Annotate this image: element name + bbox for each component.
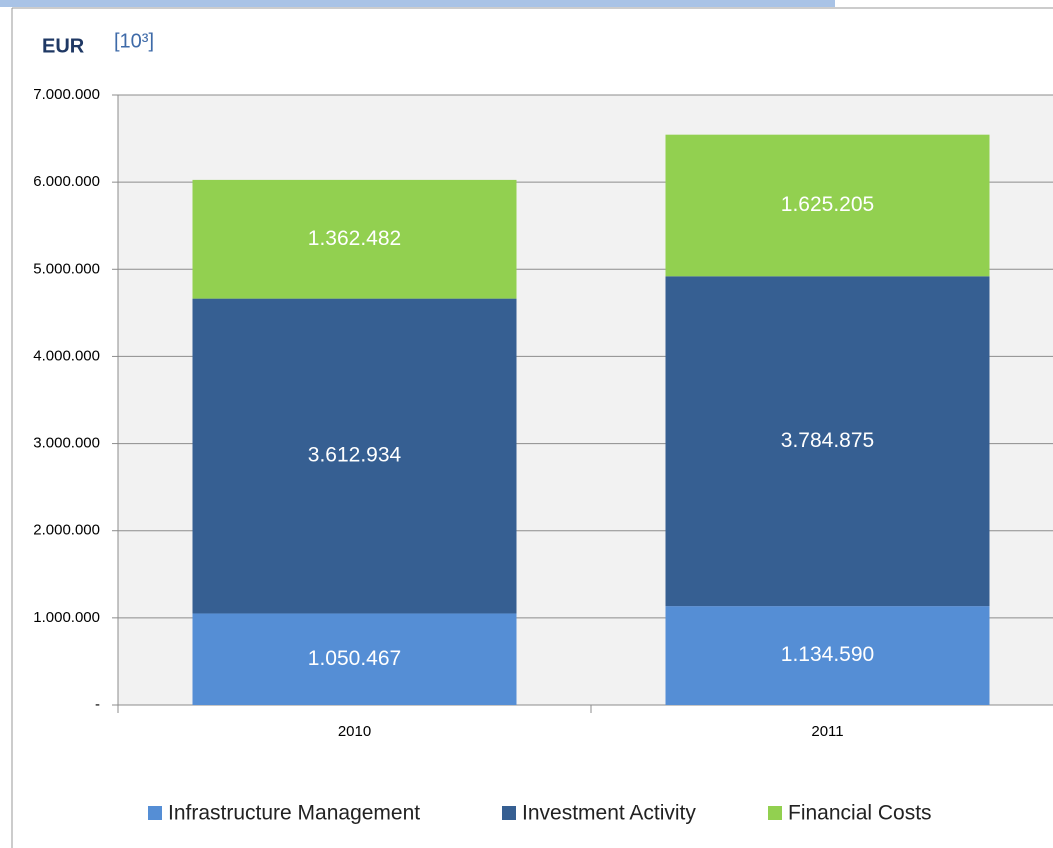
data-label: 1.050.467 — [308, 647, 401, 670]
y-tick-label: 6.000.000 — [33, 173, 100, 190]
bar-segment — [192, 298, 517, 614]
unit-label: EUR — [42, 35, 85, 57]
data-label: 3.612.934 — [308, 444, 402, 467]
scale-note: [10³] — [114, 30, 154, 52]
legend-swatch — [148, 806, 162, 820]
legend-label: Investment Activity — [522, 802, 696, 825]
y-tick-label: 4.000.000 — [33, 347, 100, 364]
bar-segment — [665, 134, 990, 277]
y-tick-label: 3.000.000 — [33, 435, 100, 452]
y-tick-label: 2.000.000 — [33, 522, 100, 539]
legend-label: Infrastructure Management — [168, 802, 420, 825]
y-tick-label: 1.000.000 — [33, 609, 100, 626]
data-label: 1.625.205 — [781, 193, 874, 216]
bar-segment — [665, 606, 990, 705]
data-label: 1.362.482 — [308, 227, 401, 250]
legend-swatch — [768, 806, 782, 820]
y-tick-label: 5.000.000 — [33, 260, 100, 277]
bar-segment — [192, 179, 517, 299]
data-label: 3.784.875 — [781, 429, 874, 452]
bar-segment — [192, 613, 517, 705]
legend-swatch — [502, 806, 516, 820]
bar-segment — [665, 276, 990, 607]
y-tick-label: - — [95, 696, 100, 713]
y-tick-label: 7.000.000 — [33, 86, 100, 103]
x-tick-label: 2011 — [811, 723, 843, 740]
x-tick-label: 2010 — [338, 723, 371, 740]
top-strip — [0, 0, 835, 7]
data-label: 1.134.590 — [781, 643, 874, 666]
legend-label: Financial Costs — [788, 802, 932, 825]
